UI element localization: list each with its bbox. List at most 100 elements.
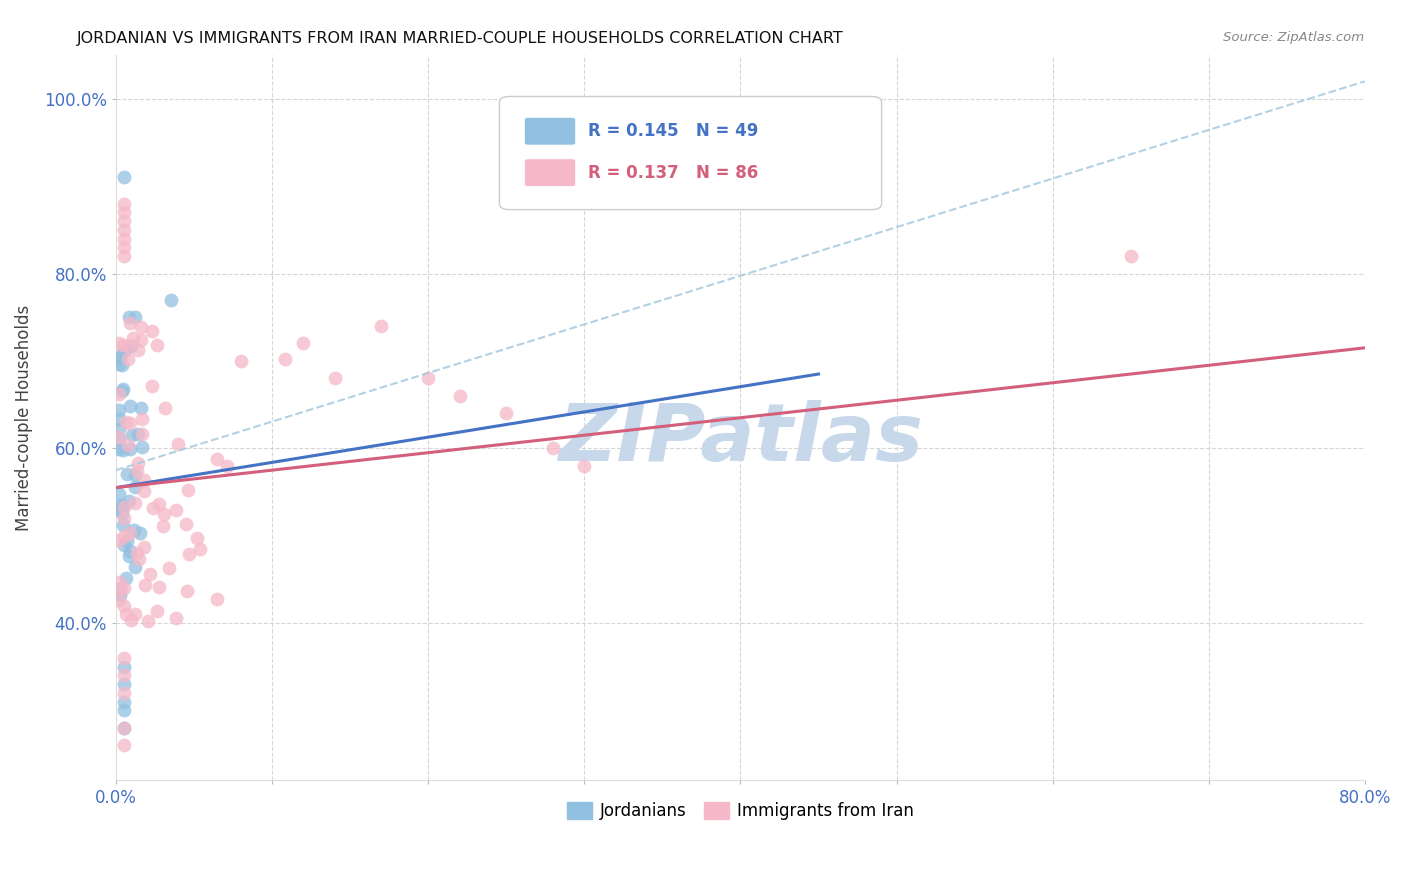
Point xyxy=(129,319,152,334)
Point xyxy=(112,695,135,709)
Point xyxy=(153,401,176,416)
Point xyxy=(112,382,135,396)
Point xyxy=(112,500,135,514)
Point xyxy=(108,432,131,446)
Point xyxy=(117,493,139,508)
Point xyxy=(115,570,138,584)
Point xyxy=(115,533,138,548)
Point xyxy=(125,546,148,560)
Point xyxy=(112,511,135,525)
Point xyxy=(124,310,146,325)
Point xyxy=(120,526,142,541)
Point xyxy=(121,428,143,442)
Point xyxy=(205,592,228,607)
Point xyxy=(145,338,167,352)
Point xyxy=(141,324,163,338)
Point xyxy=(112,677,135,691)
Point xyxy=(167,437,190,451)
FancyBboxPatch shape xyxy=(499,96,882,210)
Point xyxy=(136,614,159,628)
Point xyxy=(131,411,153,425)
Point xyxy=(124,496,146,510)
Point xyxy=(124,480,146,494)
Point xyxy=(186,531,208,545)
Point xyxy=(159,293,181,307)
Point xyxy=(128,552,150,566)
Point xyxy=(129,333,152,347)
Point xyxy=(117,438,139,452)
Point xyxy=(115,467,138,481)
Point xyxy=(108,412,131,426)
Point xyxy=(1119,249,1142,263)
Point xyxy=(120,442,142,457)
Point xyxy=(112,538,135,552)
Point xyxy=(110,588,132,602)
Point xyxy=(122,523,145,537)
Point xyxy=(108,442,131,457)
Point xyxy=(124,607,146,621)
Point xyxy=(114,343,136,358)
Text: Source: ZipAtlas.com: Source: ZipAtlas.com xyxy=(1223,31,1364,45)
Text: JORDANIAN VS IMMIGRANTS FROM IRAN MARRIED-COUPLE HOUSEHOLDS CORRELATION CHART: JORDANIAN VS IMMIGRANTS FROM IRAN MARRIE… xyxy=(77,31,844,46)
Point xyxy=(112,214,135,228)
Point xyxy=(134,484,156,499)
Point xyxy=(112,599,135,613)
Point xyxy=(177,547,200,561)
Point xyxy=(112,703,135,717)
Point xyxy=(112,721,135,735)
Point xyxy=(111,384,134,398)
Y-axis label: Married-couple Households: Married-couple Households xyxy=(15,304,32,531)
Point xyxy=(117,339,139,353)
Point xyxy=(124,560,146,574)
Point xyxy=(111,358,134,372)
Point xyxy=(127,456,149,470)
Point xyxy=(141,501,163,516)
Point xyxy=(152,519,174,533)
Point xyxy=(274,351,297,366)
Point xyxy=(111,517,134,532)
Point xyxy=(112,651,135,665)
Point xyxy=(108,430,131,444)
Point xyxy=(134,578,156,592)
Point xyxy=(118,549,141,564)
Point xyxy=(165,611,187,625)
Point xyxy=(541,442,564,456)
Point xyxy=(131,441,153,455)
Point xyxy=(108,357,131,371)
Point xyxy=(117,352,139,367)
Point xyxy=(127,343,149,358)
Point xyxy=(111,506,134,520)
Point xyxy=(118,544,141,558)
Point xyxy=(108,422,131,436)
Point xyxy=(108,593,131,607)
Point xyxy=(108,335,131,350)
Point xyxy=(108,574,131,589)
Point xyxy=(176,584,198,599)
Point xyxy=(449,389,471,403)
FancyBboxPatch shape xyxy=(524,159,575,186)
Point xyxy=(108,487,131,501)
Point xyxy=(132,473,155,487)
Point xyxy=(112,668,135,682)
Point xyxy=(139,566,162,581)
Point xyxy=(112,659,135,673)
Point xyxy=(108,501,131,516)
Point xyxy=(112,337,135,351)
Text: R = 0.145   N = 49: R = 0.145 N = 49 xyxy=(588,122,758,140)
Point xyxy=(117,310,139,325)
Point xyxy=(115,607,138,622)
Point xyxy=(108,582,131,597)
Point xyxy=(131,401,153,416)
Point xyxy=(112,739,135,753)
Point xyxy=(120,316,142,330)
Point xyxy=(120,613,142,627)
Point xyxy=(112,581,135,595)
Point xyxy=(122,330,145,344)
Point xyxy=(108,403,131,417)
Point xyxy=(131,427,153,442)
Point xyxy=(148,497,170,511)
Point xyxy=(215,459,238,474)
Point xyxy=(112,170,135,185)
Point xyxy=(148,580,170,594)
Point xyxy=(112,500,135,514)
